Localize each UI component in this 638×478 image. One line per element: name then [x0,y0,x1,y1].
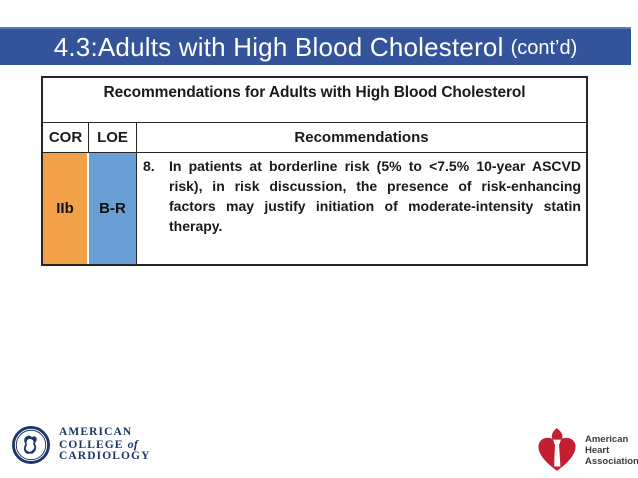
acc-emblem-icon [12,426,50,464]
aha-logo-text: American Heart Association. [585,434,638,467]
recommendation-number: 8. [143,158,155,174]
slide-title-bar: 4.3:Adults with High Blood Cholesterol (… [0,27,631,65]
acc-line2-of: of [127,436,139,451]
acc-line3: CARDIOLOGY [59,450,151,463]
acc-logo-text: AMERICAN COLLEGE of CARDIOLOGY [59,427,151,463]
acc-logo: AMERICAN COLLEGE of CARDIOLOGY [12,426,151,464]
aha-line2: Heart [585,444,610,456]
recommendation-text: In patients at borderline risk (5% to <7… [169,158,581,234]
acc-line2-main: COLLEGE [59,438,124,451]
column-header-cor: COR [43,123,89,152]
table-header-row: COR LOE Recommendations [43,123,586,153]
aha-logo: American Heart Association. [534,427,638,473]
table-caption: Recommendations for Adults with High Blo… [43,78,586,123]
slide-title-contd: (cont’d) [510,36,578,59]
aha-line3: Association. [585,455,638,467]
aha-heart-torch-icon [538,428,576,471]
recommendations-table: Recommendations for Adults with High Blo… [41,76,588,266]
table-row: IIb B-R 8. In patients at borderline ris… [43,153,586,264]
column-header-loe: LOE [89,123,137,152]
aha-line1: American [585,433,629,445]
acc-line1: AMERICAN [59,426,133,439]
recommendation-cell: 8. In patients at borderline risk (5% to… [137,153,586,264]
slide-title: 4.3:Adults with High Blood Cholesterol [53,31,504,62]
acc-line2: COLLEGE of [59,436,151,452]
cor-value-cell: IIb [43,153,89,264]
loe-value-cell: B-R [89,153,137,264]
column-header-recommendations: Recommendations [294,129,429,146]
